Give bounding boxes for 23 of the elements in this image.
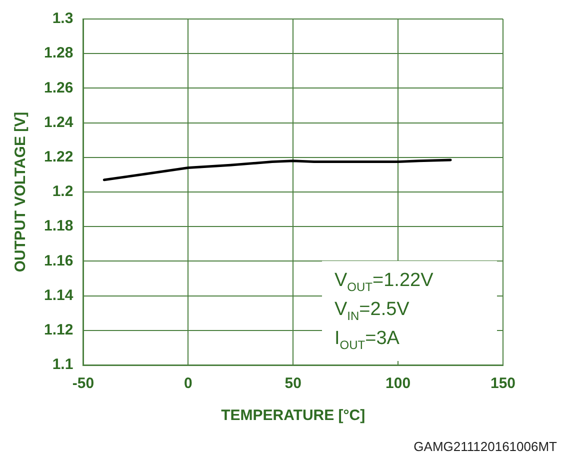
- x-tick-label: 0: [184, 375, 192, 392]
- x-tick-label: 150: [490, 375, 516, 392]
- y-tick-label: 1.12: [44, 322, 74, 339]
- annotation: V$_{OUT}$=1.22V: [334, 269, 434, 295]
- y-tick-label: 1.14: [44, 286, 74, 304]
- y-tick-label: 1.2: [52, 183, 74, 200]
- text: GAMG211120161006MT: [414, 439, 558, 454]
- x-axis-title: TEMPERATURE [°C]: [221, 407, 366, 424]
- annotation: I$_{OUT}$=3A: [334, 327, 400, 353]
- y-tick-label: 1.18: [44, 218, 74, 235]
- y-tick-label: 1.26: [44, 79, 74, 96]
- y-tick-label: 1.28: [44, 44, 74, 62]
- y-axis-title: OUTPUT VOLTAGE [V]: [12, 112, 30, 272]
- y-tick-label: 1.16: [44, 252, 74, 270]
- y-tick-label: 1.22: [44, 148, 74, 166]
- y-tick-label: 1.1: [52, 356, 74, 374]
- y-tick-label: 1.24: [44, 114, 74, 131]
- x-tick-label: 50: [284, 375, 302, 392]
- y-tick-label: 1.3: [52, 10, 74, 28]
- x-tick-label: -50: [72, 375, 94, 392]
- x-tick-label: 100: [386, 375, 411, 392]
- text-box: V$_{OUT}$=1.22V V$_{IN}$=2.5V I$_{OUT}$=3A: [322, 261, 497, 361]
- annotation: V$_{IN}$=2.5V: [334, 298, 410, 324]
